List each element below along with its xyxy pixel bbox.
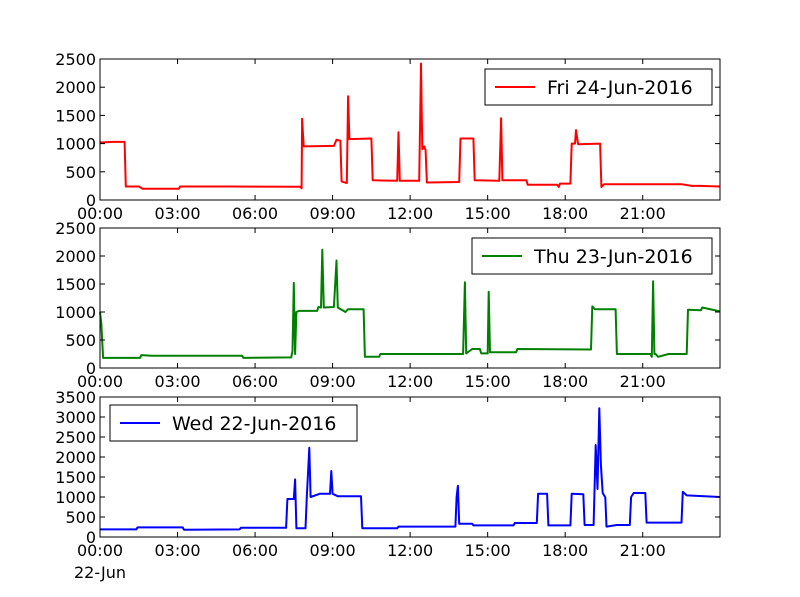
x-tick-label: 12:00 bbox=[387, 204, 433, 223]
y-tick-label: 500 bbox=[65, 163, 96, 182]
y-tick-label: 0 bbox=[86, 191, 96, 210]
x-tick-label: 21:00 bbox=[620, 372, 666, 391]
y-tick-label: 2000 bbox=[55, 78, 96, 97]
x-tick-label: 18:00 bbox=[542, 372, 588, 391]
y-tick-label: 1000 bbox=[55, 135, 96, 154]
x-tick-label: 21:00 bbox=[620, 541, 666, 560]
subplot-1: 00:00 03:00 06:00 09:00 12:00 15:00 18:00 21:00… bbox=[55, 50, 721, 223]
x-tick-label: 09:00 bbox=[310, 204, 356, 223]
x-tick-label: 03:00 bbox=[154, 541, 200, 560]
x-tick-label: 15:00 bbox=[465, 204, 511, 223]
y-tick-label: 2500 bbox=[55, 219, 96, 238]
subplot-3: 00:00 03:00 06:00 09:00 12:00 15:00 18:00 21:00… bbox=[55, 388, 721, 582]
legend-label: Fri 24-Jun-2016 bbox=[547, 77, 693, 99]
y-tick-label: 3500 bbox=[55, 388, 96, 407]
x-tick-label: 03:00 bbox=[154, 204, 200, 223]
x-tick-label: 00:00 bbox=[77, 204, 123, 223]
x-tick-label: 15:00 bbox=[465, 541, 511, 560]
y-tick-label: 500 bbox=[65, 508, 96, 527]
y-tick-label: 2500 bbox=[55, 428, 96, 447]
y-tick-label: 1000 bbox=[55, 488, 96, 507]
y-tick-label: 0 bbox=[86, 528, 96, 547]
legend-label: Thu 23-Jun-2016 bbox=[533, 246, 693, 268]
x-tick-label: 18:00 bbox=[542, 204, 588, 223]
legend: Thu 23-Jun-2016 bbox=[471, 237, 713, 275]
y-tick-label: 1000 bbox=[55, 303, 96, 322]
x-tick-label: 18:00 bbox=[542, 541, 588, 560]
y-tick-label: 3000 bbox=[55, 408, 96, 427]
x-tick-label: 12:00 bbox=[387, 541, 433, 560]
legend-label: Wed 22-Jun-2016 bbox=[172, 413, 336, 435]
x-tick-label: 06:00 bbox=[232, 541, 278, 560]
x-tick-label: 15:00 bbox=[465, 372, 511, 391]
x-tick-label: 00:00 bbox=[77, 541, 123, 560]
x-tick-label: 12:00 bbox=[387, 372, 433, 391]
y-tick-label: 2000 bbox=[55, 448, 96, 467]
x-tick-label: 03:00 bbox=[154, 372, 200, 391]
series-line-1 bbox=[99, 62, 721, 190]
y-tick-label: 1500 bbox=[55, 468, 96, 487]
y-tick-label: 500 bbox=[65, 331, 96, 350]
subplot-2: 00:00 03:00 06:00 09:00 12:00 15:00 18:00 21:00… bbox=[55, 219, 721, 391]
y-tick-label: 2000 bbox=[55, 247, 96, 266]
y-tick-label: 0 bbox=[86, 359, 96, 378]
x-tick-label: 06:00 bbox=[232, 372, 278, 391]
x-date-label: 22-Jun bbox=[74, 563, 126, 582]
legend: Wed 22-Jun-2016 bbox=[109, 404, 358, 442]
y-tick-label: 1500 bbox=[55, 106, 96, 125]
x-tick-label: 09:00 bbox=[310, 541, 356, 560]
x-tick-label: 09:00 bbox=[310, 372, 356, 391]
x-tick-label: 06:00 bbox=[232, 204, 278, 223]
series-line-1 bbox=[99, 248, 721, 359]
y-tick-label: 1500 bbox=[55, 275, 96, 294]
y-tick-label: 2500 bbox=[55, 50, 96, 69]
series-line-1 bbox=[100, 407, 721, 531]
x-tick-label: 21:00 bbox=[620, 204, 666, 223]
legend: Fri 24-Jun-2016 bbox=[484, 68, 713, 106]
x-tick-label: 00:00 bbox=[77, 372, 123, 391]
